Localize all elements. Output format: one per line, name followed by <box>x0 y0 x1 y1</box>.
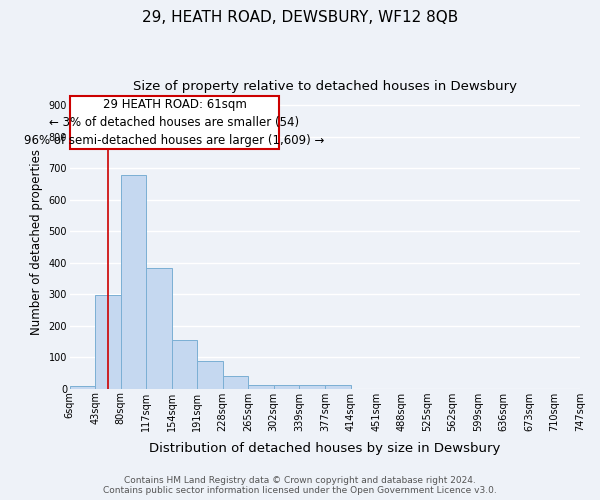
Text: 29 HEATH ROAD: 61sqm
← 3% of detached houses are smaller (54)
96% of semi-detach: 29 HEATH ROAD: 61sqm ← 3% of detached ho… <box>24 98 325 147</box>
Bar <box>325 386 351 388</box>
Bar <box>70 386 95 388</box>
Bar <box>146 268 172 388</box>
Bar <box>274 385 299 388</box>
FancyBboxPatch shape <box>70 96 279 149</box>
Bar <box>223 376 248 388</box>
X-axis label: Distribution of detached houses by size in Dewsbury: Distribution of detached houses by size … <box>149 442 500 455</box>
Bar <box>121 175 146 388</box>
Text: Contains HM Land Registry data © Crown copyright and database right 2024.
Contai: Contains HM Land Registry data © Crown c… <box>103 476 497 495</box>
Bar <box>299 385 325 388</box>
Bar <box>248 384 274 388</box>
Text: 29, HEATH ROAD, DEWSBURY, WF12 8QB: 29, HEATH ROAD, DEWSBURY, WF12 8QB <box>142 10 458 25</box>
Y-axis label: Number of detached properties: Number of detached properties <box>30 149 43 335</box>
Bar <box>172 340 197 388</box>
Bar <box>95 294 121 388</box>
Title: Size of property relative to detached houses in Dewsbury: Size of property relative to detached ho… <box>133 80 517 93</box>
Bar <box>197 361 223 388</box>
